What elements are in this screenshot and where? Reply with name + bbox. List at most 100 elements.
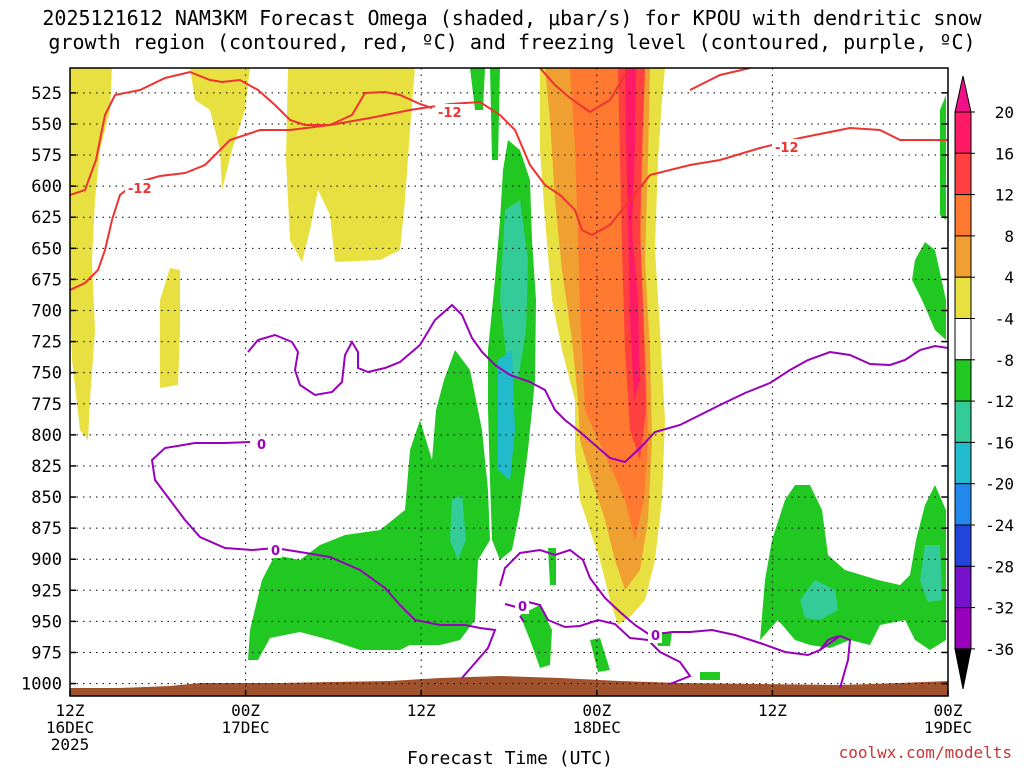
colorbar-label: 20 bbox=[995, 103, 1014, 122]
colorbar-bin bbox=[954, 235, 972, 278]
dgz-contour bbox=[539, 68, 631, 114]
omega-region bbox=[800, 580, 838, 620]
colorbar-label: -36 bbox=[985, 640, 1014, 659]
colorbar-bin bbox=[954, 152, 972, 196]
y-tick-label: 900 bbox=[31, 550, 62, 570]
x-tick-label: 00Z bbox=[231, 701, 260, 720]
plot-frame bbox=[69, 67, 949, 697]
omega-region bbox=[625, 68, 640, 400]
terrain-fill bbox=[70, 676, 948, 696]
omega-region bbox=[160, 268, 180, 388]
colorbar-label: -20 bbox=[985, 475, 1014, 494]
freezing-contour bbox=[150, 441, 497, 679]
colorbar-label: -12 bbox=[985, 392, 1014, 411]
y-tick-label: 600 bbox=[31, 177, 62, 197]
omega-region bbox=[940, 95, 946, 220]
x-tick-label: 16DEC bbox=[46, 718, 94, 737]
omega-region bbox=[248, 350, 490, 660]
colorbar-label: -8 bbox=[995, 351, 1014, 370]
y-tick-label: 800 bbox=[31, 426, 62, 446]
x-tick-label: 12Z bbox=[56, 701, 85, 720]
x-tick-label: 2025 bbox=[51, 735, 90, 754]
colorbar-bin bbox=[954, 111, 972, 154]
x-axis-title: Forecast Time (UTC) bbox=[407, 748, 613, 768]
dgz-contour-label: -12 bbox=[128, 182, 152, 197]
colorbar-label: 16 bbox=[995, 144, 1014, 163]
omega-region bbox=[70, 68, 112, 440]
dgz-contour-label: -12 bbox=[775, 141, 799, 156]
colorbar-bin bbox=[954, 318, 972, 361]
colorbar-bottom-arrow bbox=[954, 648, 972, 689]
omega-region bbox=[190, 68, 250, 190]
omega-region bbox=[912, 242, 946, 340]
x-tick-label: 17DEC bbox=[222, 718, 270, 737]
omega-region bbox=[590, 638, 610, 672]
colorbar-label: 4 bbox=[1004, 268, 1014, 287]
freezing-contour bbox=[819, 635, 839, 651]
y-tick-label: 650 bbox=[31, 239, 62, 259]
colorbar-label: -28 bbox=[985, 557, 1014, 576]
colorbar-label: -32 bbox=[985, 599, 1014, 618]
y-tick-label: 750 bbox=[31, 364, 62, 384]
dgz-contour bbox=[70, 70, 433, 196]
omega-region bbox=[548, 548, 556, 585]
colorbar-bin bbox=[954, 524, 972, 567]
y-tick-label: 525 bbox=[31, 84, 62, 104]
chart-title-line2: growth region (contoured, red, ºC) and f… bbox=[48, 30, 976, 54]
dgz-contour-label: -12 bbox=[438, 106, 462, 121]
omega-region bbox=[700, 672, 720, 680]
freezing-contour-label: 0 bbox=[518, 600, 527, 615]
omega-region bbox=[286, 68, 415, 262]
colorbar-bin bbox=[954, 607, 972, 650]
omega-region bbox=[498, 350, 515, 480]
freezing-contour-label: 0 bbox=[651, 629, 660, 644]
y-tick-label: 850 bbox=[31, 488, 62, 508]
freezing-contour-label: 0 bbox=[257, 438, 266, 453]
freezing-contour-label: 0 bbox=[271, 544, 280, 559]
y-tick-label: 775 bbox=[31, 395, 62, 415]
omega-region bbox=[920, 545, 942, 602]
omega-region bbox=[470, 68, 485, 110]
x-tick-label: 12Z bbox=[407, 701, 436, 720]
freezing-contour bbox=[247, 303, 948, 464]
dgz-contour bbox=[689, 68, 751, 91]
colorbar-bin bbox=[954, 565, 972, 609]
omega-region bbox=[450, 495, 466, 560]
omega-region bbox=[520, 605, 552, 668]
omega-shading bbox=[70, 68, 948, 696]
colorbar-label: 12 bbox=[995, 186, 1014, 205]
contours: -12 -12 -12 0 0 0 0 bbox=[70, 68, 948, 689]
x-tick-label: 12Z bbox=[758, 701, 787, 720]
colorbar: 20 16 12 8 4 -4 -8 -12 -16 -20 -24 -28 -32 -36 bbox=[954, 75, 1014, 689]
y-tick-label: 975 bbox=[31, 643, 62, 663]
y-tick-label: 950 bbox=[31, 612, 62, 632]
colorbar-bin bbox=[954, 400, 972, 443]
colorbar-bin bbox=[954, 359, 972, 402]
omega-region bbox=[490, 68, 500, 160]
y-tick-label: 550 bbox=[31, 115, 62, 135]
colorbar-label: 8 bbox=[1004, 227, 1014, 246]
x-tick-label: 18DEC bbox=[573, 718, 621, 737]
omega-region bbox=[500, 200, 528, 380]
colorbar-label: -16 bbox=[985, 433, 1014, 452]
omega-region bbox=[760, 485, 946, 650]
y-tick-label: 1000 bbox=[21, 675, 62, 695]
freezing-contour bbox=[519, 615, 525, 623]
x-tick-label: 00Z bbox=[582, 701, 611, 720]
colorbar-top-arrow bbox=[954, 75, 972, 113]
colorbar-bin bbox=[954, 441, 972, 485]
colorbar-bin bbox=[954, 483, 972, 526]
x-tick-label: 19DEC bbox=[924, 718, 972, 737]
y-tick-label: 825 bbox=[31, 457, 62, 477]
y-tick-label: 675 bbox=[31, 270, 62, 290]
credit-text: coolwx.com/modelts bbox=[839, 743, 1012, 762]
chart-title-line1: 2025121612 NAM3KM Forecast Omega (shaded… bbox=[42, 6, 982, 30]
colorbar-bin bbox=[954, 194, 972, 237]
y-tick-label: 575 bbox=[31, 146, 62, 166]
colorbar-label: -24 bbox=[985, 516, 1014, 535]
y-tick-label: 700 bbox=[31, 301, 62, 321]
x-tick-label: 00Z bbox=[934, 701, 963, 720]
y-tick-label: 625 bbox=[31, 208, 62, 228]
y-tick-label: 925 bbox=[31, 581, 62, 601]
